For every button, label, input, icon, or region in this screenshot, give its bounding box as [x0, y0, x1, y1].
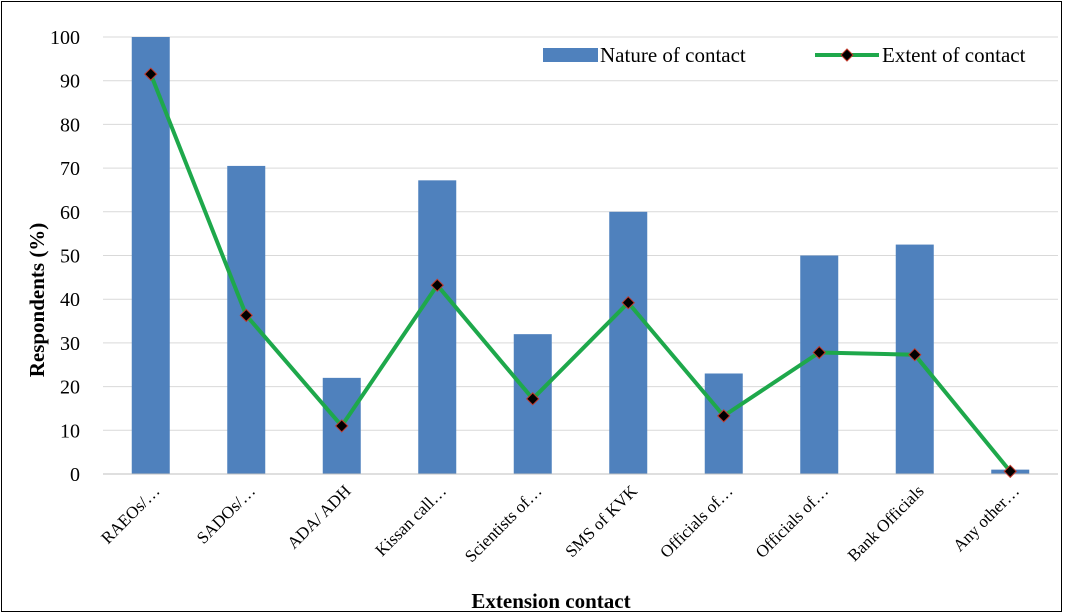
bar [609, 211, 648, 475]
legend-swatch-nature-of-contact [543, 48, 598, 62]
line-point [526, 392, 540, 406]
line-point [812, 345, 826, 360]
line-point [1003, 464, 1017, 479]
line-point [908, 347, 922, 362]
x-axis-title: Extension contact [471, 589, 630, 613]
y-tick-label: 70 [60, 158, 80, 180]
legend-marker-extent-of-contact [840, 48, 854, 62]
x-tick-label: ADA/ ADH [283, 481, 354, 552]
y-tick-label: 90 [60, 71, 80, 93]
x-tick-label: SADOs/… [193, 481, 259, 547]
y-tick-label: 50 [60, 246, 80, 268]
y-tick-label: 100 [50, 27, 80, 49]
legend-label-extent-of-contact: Extent of contact [882, 43, 1026, 67]
y-axis-ticks: 0 10 20 30 40 50 60 70 80 90 100 [50, 27, 80, 486]
legend-label-nature-of-contact: Nature of contact [600, 43, 746, 67]
line-point [144, 67, 158, 81]
line-series-extent-of-contact [144, 67, 1017, 479]
x-tick-label: SMS of KVK [562, 481, 642, 561]
bar [800, 255, 839, 474]
line-point [717, 409, 731, 423]
x-tick-label: Any other… [949, 481, 1023, 555]
x-axis-ticks: RAEOs/… SADOs/… ADA/ ADH Kissan call… Scient… [97, 481, 1023, 566]
x-tick-label: Officials of… [752, 481, 832, 561]
line-point [335, 419, 349, 433]
y-tick-label: 40 [60, 289, 80, 311]
bar [704, 373, 743, 474]
y-axis-title: Respondents (%) [25, 223, 49, 378]
x-tick-label: Scientists of… [461, 481, 546, 566]
x-tick-label: Officials of… [656, 481, 736, 561]
x-tick-label: Kissan call… [372, 481, 451, 560]
line-point [239, 308, 253, 323]
y-tick-label: 10 [60, 420, 80, 442]
x-tick-label: RAEOs/… [97, 481, 163, 547]
x-tick-label: Bank Officials [844, 481, 928, 565]
y-tick-label: 30 [60, 333, 80, 355]
y-tick-label: 20 [60, 377, 80, 399]
line-point [430, 278, 444, 292]
line-point [621, 295, 635, 310]
y-tick-label: 80 [60, 114, 80, 136]
bar [418, 180, 457, 474]
y-tick-label: 0 [70, 464, 80, 486]
y-tick-label: 60 [60, 202, 80, 224]
series-line [148, 73, 1012, 473]
legend: Nature of contact Extent of contact [543, 43, 1026, 67]
